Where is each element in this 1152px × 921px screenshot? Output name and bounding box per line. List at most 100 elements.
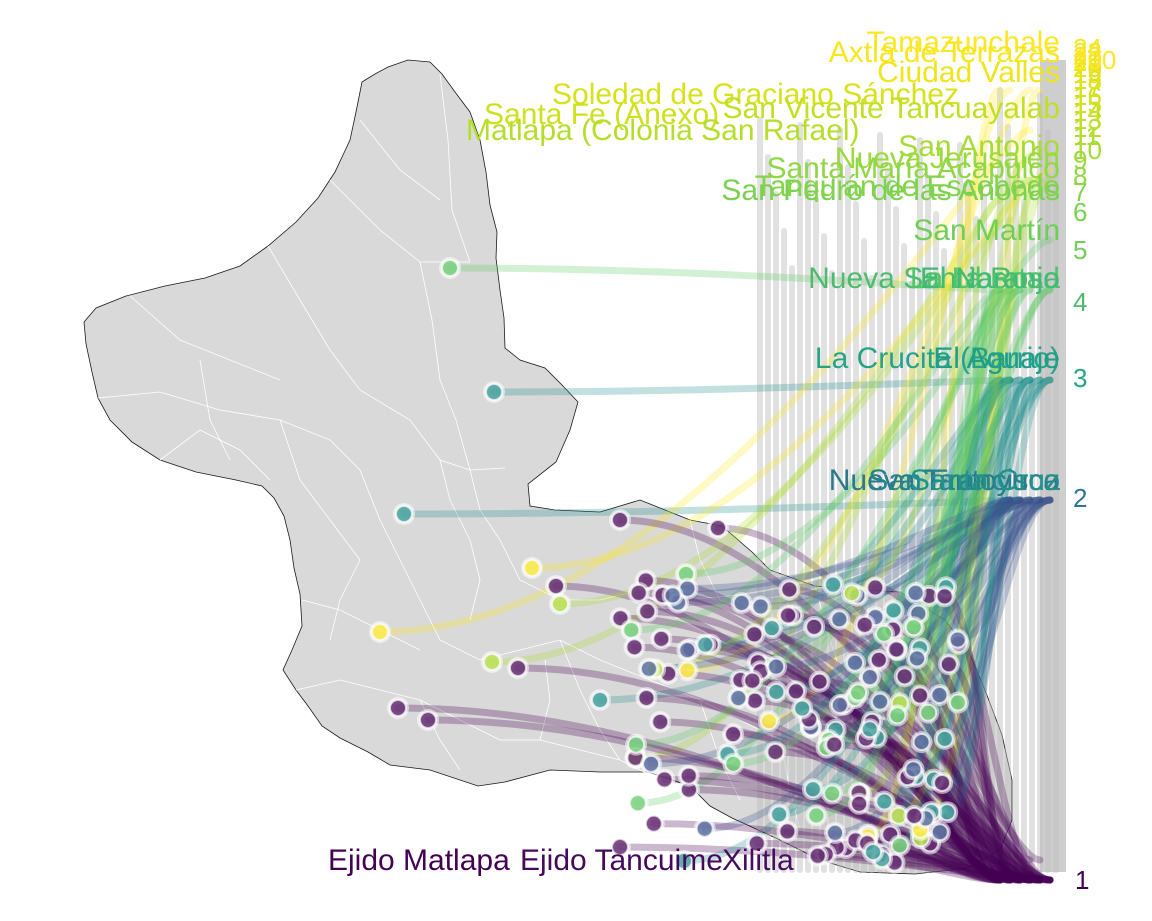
origin-point <box>779 606 798 625</box>
origin-point <box>935 729 954 748</box>
origin-point <box>826 823 845 842</box>
origin-point <box>890 836 909 855</box>
origin-point <box>629 583 648 602</box>
place-label: Nueva Tantoyuca <box>829 464 1061 497</box>
origin-point <box>591 691 609 709</box>
flow-line <box>642 694 1014 884</box>
flow-line <box>868 718 1014 884</box>
origin-point <box>905 806 924 825</box>
flow-line <box>941 376 1044 743</box>
origin-point <box>887 640 906 659</box>
rank-label: 3 <box>1073 363 1087 393</box>
flow-line <box>912 376 1034 781</box>
flow-line <box>955 640 1024 884</box>
origin-point <box>875 624 894 643</box>
origin-point <box>766 742 785 761</box>
flow-line <box>528 166 1054 572</box>
rank-label: 18 <box>1073 65 1102 95</box>
flow-line <box>424 716 1024 884</box>
flow-line <box>630 643 1024 884</box>
flow-lines <box>376 86 1054 884</box>
origin-point <box>864 843 883 862</box>
origin-point <box>638 602 657 621</box>
origin-point <box>830 696 849 715</box>
origin-point <box>803 780 822 799</box>
place-label: Ejido Tancuime <box>520 844 723 877</box>
origin-point <box>637 688 656 707</box>
origin-point <box>762 619 781 638</box>
origin-point <box>485 383 503 401</box>
flow-line <box>772 376 1054 696</box>
flow-line <box>852 836 1004 884</box>
rank-label: 23 <box>1073 37 1102 67</box>
origin-point <box>933 773 952 792</box>
rank-label: 13 <box>1073 105 1102 135</box>
flow-line <box>682 236 1054 578</box>
origin-point <box>860 668 879 687</box>
flow-line <box>831 496 1044 837</box>
flow-line <box>683 496 1044 593</box>
rank-label: 1 <box>1075 865 1089 895</box>
origin-point <box>849 683 868 702</box>
origin-point <box>808 846 827 865</box>
origin-point <box>745 625 764 644</box>
flow-line <box>954 286 1004 707</box>
place-label: Santa Cruz <box>910 464 1060 497</box>
flow-line <box>942 376 1014 591</box>
origin-point <box>904 618 923 637</box>
origin-point <box>807 806 826 825</box>
origin-point <box>846 653 865 672</box>
place-label: Tamazunchale <box>867 26 1060 59</box>
flow-line <box>891 859 1024 884</box>
origin-point <box>888 706 907 725</box>
flow-line <box>446 264 1004 294</box>
origin-point <box>644 814 663 833</box>
place-label: El Naranjo <box>920 262 1060 295</box>
place-label: San Antonio <box>898 130 1060 163</box>
origin-point <box>860 720 879 739</box>
origin-point <box>770 805 789 824</box>
origin-point <box>930 686 949 705</box>
flow-line <box>853 496 1024 600</box>
flow-line <box>857 176 1034 798</box>
place-label: Soledad de Graciano Sánchez <box>552 78 959 111</box>
origin-point <box>919 703 938 722</box>
origin-point <box>389 699 407 717</box>
flow-line <box>807 496 1024 731</box>
origin-point <box>509 659 527 677</box>
flow-line <box>762 286 1014 670</box>
flow-line <box>938 779 1014 884</box>
rank-label: 6 <box>1073 197 1087 227</box>
origin-point <box>551 595 569 613</box>
origin-point <box>825 735 844 754</box>
rank-label: 9 <box>1073 145 1087 175</box>
origin-point <box>939 655 958 674</box>
place-label: Nueva Santa Rosa <box>808 262 1060 295</box>
origin-point <box>869 650 888 669</box>
flow-line <box>914 496 1044 618</box>
origin-point <box>805 617 824 636</box>
origin-point <box>628 794 647 813</box>
flow-line <box>918 496 1014 746</box>
origin-point <box>674 851 693 870</box>
place-label: San Francisco <box>868 464 1060 497</box>
origin-point <box>823 784 842 803</box>
origin-point <box>906 583 925 602</box>
rank-label: 22 <box>1073 41 1102 71</box>
origin-point <box>948 630 967 649</box>
flow-line <box>941 592 1024 884</box>
rank-label: 16 <box>1073 81 1102 111</box>
origin-point <box>611 511 629 529</box>
origin-point <box>663 586 682 605</box>
flow-line <box>935 496 1044 699</box>
rank-label: 19 <box>1073 59 1102 89</box>
flow-line <box>854 286 1024 697</box>
flow-line <box>871 584 1034 884</box>
origin-point <box>441 259 459 277</box>
place-label: Ejido Matlapa <box>328 844 510 877</box>
place-label: Ciudad Valles <box>877 56 1060 89</box>
origin-point <box>930 823 949 842</box>
flow-line <box>913 496 1014 662</box>
flow-line <box>851 286 1034 702</box>
origin-point <box>627 735 646 754</box>
